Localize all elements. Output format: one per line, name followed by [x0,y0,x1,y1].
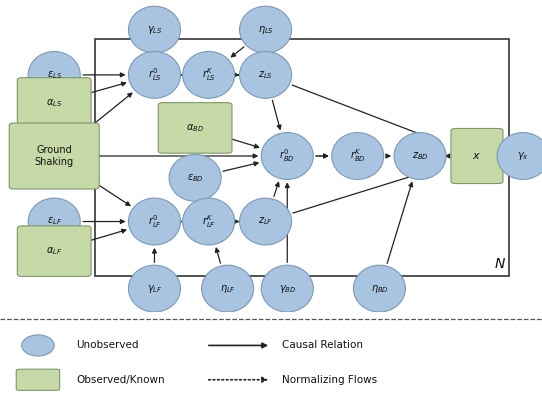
Ellipse shape [240,6,292,53]
Ellipse shape [261,265,313,312]
FancyBboxPatch shape [9,123,99,189]
Text: $r_{BD}^K$: $r_{BD}^K$ [350,148,365,164]
FancyBboxPatch shape [16,369,60,390]
Text: $\eta_{LS}$: $\eta_{LS}$ [257,24,274,36]
Text: $\alpha_{LS}$: $\alpha_{LS}$ [46,97,62,109]
FancyBboxPatch shape [158,103,232,153]
Text: $\gamma_{LF}$: $\gamma_{LF}$ [147,282,162,294]
FancyBboxPatch shape [17,78,91,128]
Text: $\eta_{LF}$: $\eta_{LF}$ [220,282,236,294]
Text: $z_{BD}$: $z_{BD}$ [412,150,428,162]
Ellipse shape [332,132,384,180]
Text: $z_{LS}$: $z_{LS}$ [258,69,273,81]
Ellipse shape [353,265,405,312]
Ellipse shape [202,265,254,312]
Text: $r_{LS}^0$: $r_{LS}^0$ [147,66,162,83]
Ellipse shape [169,154,221,201]
FancyBboxPatch shape [451,128,503,184]
Text: $\epsilon_{LF}$: $\epsilon_{LF}$ [47,216,62,228]
Text: $z_{LF}$: $z_{LF}$ [258,216,273,228]
Text: $r_{LS}^K$: $r_{LS}^K$ [202,66,216,83]
Ellipse shape [183,198,235,245]
Text: $\gamma_x$: $\gamma_x$ [517,150,529,162]
Text: $r_{BD}^0$: $r_{BD}^0$ [280,148,295,164]
Ellipse shape [22,335,54,356]
Text: $\eta_{BD}$: $\eta_{BD}$ [371,282,388,294]
Ellipse shape [128,6,180,53]
Text: $\gamma_{BD}$: $\gamma_{BD}$ [279,282,296,294]
Ellipse shape [28,198,80,245]
Ellipse shape [240,52,292,98]
Ellipse shape [497,132,542,180]
Ellipse shape [128,265,180,312]
Text: $x$: $x$ [473,151,481,161]
Text: Causal Relation: Causal Relation [282,340,363,350]
Text: N: N [495,256,505,270]
Ellipse shape [28,52,80,98]
Text: $\gamma_{LS}$: $\gamma_{LS}$ [147,24,162,36]
Text: Unobserved: Unobserved [76,340,138,350]
Bar [95,39,509,276]
Text: $\alpha_{BD}$: $\alpha_{BD}$ [186,122,204,134]
Text: $\epsilon_{BD}$: $\epsilon_{BD}$ [186,172,204,184]
Ellipse shape [183,52,235,98]
Ellipse shape [240,198,292,245]
Text: Observed/Known: Observed/Known [76,375,165,385]
Text: Normalizing Flows: Normalizing Flows [282,375,377,385]
FancyBboxPatch shape [17,226,91,276]
Ellipse shape [128,52,180,98]
Ellipse shape [261,132,313,180]
Text: $r_{LF}^0$: $r_{LF}^0$ [147,213,162,230]
Text: $r_{LF}^K$: $r_{LF}^K$ [202,213,216,230]
Text: $\epsilon_{LS}$: $\epsilon_{LS}$ [47,69,62,81]
Text: $\alpha_{LF}$: $\alpha_{LF}$ [46,245,62,257]
Ellipse shape [128,198,180,245]
Text: Ground
Shaking: Ground Shaking [35,145,74,167]
Ellipse shape [394,132,446,180]
